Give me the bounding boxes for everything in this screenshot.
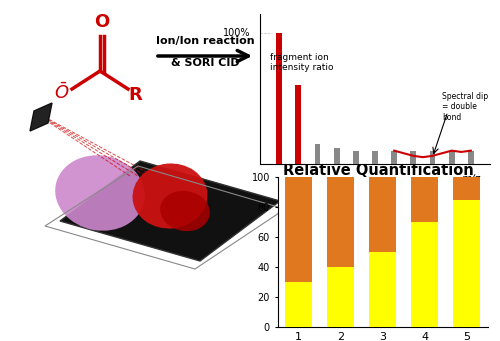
Bar: [285, 177, 312, 282]
Ellipse shape: [132, 163, 208, 228]
Bar: [411, 222, 438, 327]
Ellipse shape: [160, 191, 210, 231]
Text: Relative Quantification: Relative Quantification: [282, 163, 474, 178]
Bar: [276, 33, 282, 164]
Text: & SORI CID: & SORI CID: [170, 58, 239, 68]
Bar: [392, 151, 397, 164]
Bar: [369, 177, 396, 252]
Bar: [334, 148, 340, 164]
Text: 100%: 100%: [223, 28, 250, 38]
Bar: [430, 151, 436, 164]
Bar: [372, 151, 378, 164]
Bar: [369, 252, 396, 327]
Bar: [410, 151, 416, 164]
Polygon shape: [30, 103, 52, 131]
Polygon shape: [60, 161, 280, 261]
Bar: [327, 267, 354, 327]
Bar: [353, 151, 358, 164]
Text: fragment ion
intensity ratio: fragment ion intensity ratio: [270, 53, 333, 72]
Bar: [285, 282, 312, 327]
Text: R: R: [128, 86, 142, 104]
Ellipse shape: [55, 155, 145, 231]
Bar: [327, 177, 354, 267]
Bar: [453, 200, 480, 327]
Bar: [453, 177, 480, 200]
Text: m/z: m/z: [462, 174, 480, 184]
Bar: [314, 144, 320, 164]
Bar: [411, 177, 438, 222]
Text: $\bar{O}$: $\bar{O}$: [54, 83, 70, 103]
Text: Ion/Ion reaction: Ion/Ion reaction: [156, 36, 254, 46]
Text: Spectral dip
= double
bond: Spectral dip = double bond: [442, 92, 488, 122]
Text: O: O: [94, 13, 110, 31]
Bar: [468, 151, 473, 164]
Bar: [449, 151, 454, 164]
Bar: [296, 85, 301, 164]
